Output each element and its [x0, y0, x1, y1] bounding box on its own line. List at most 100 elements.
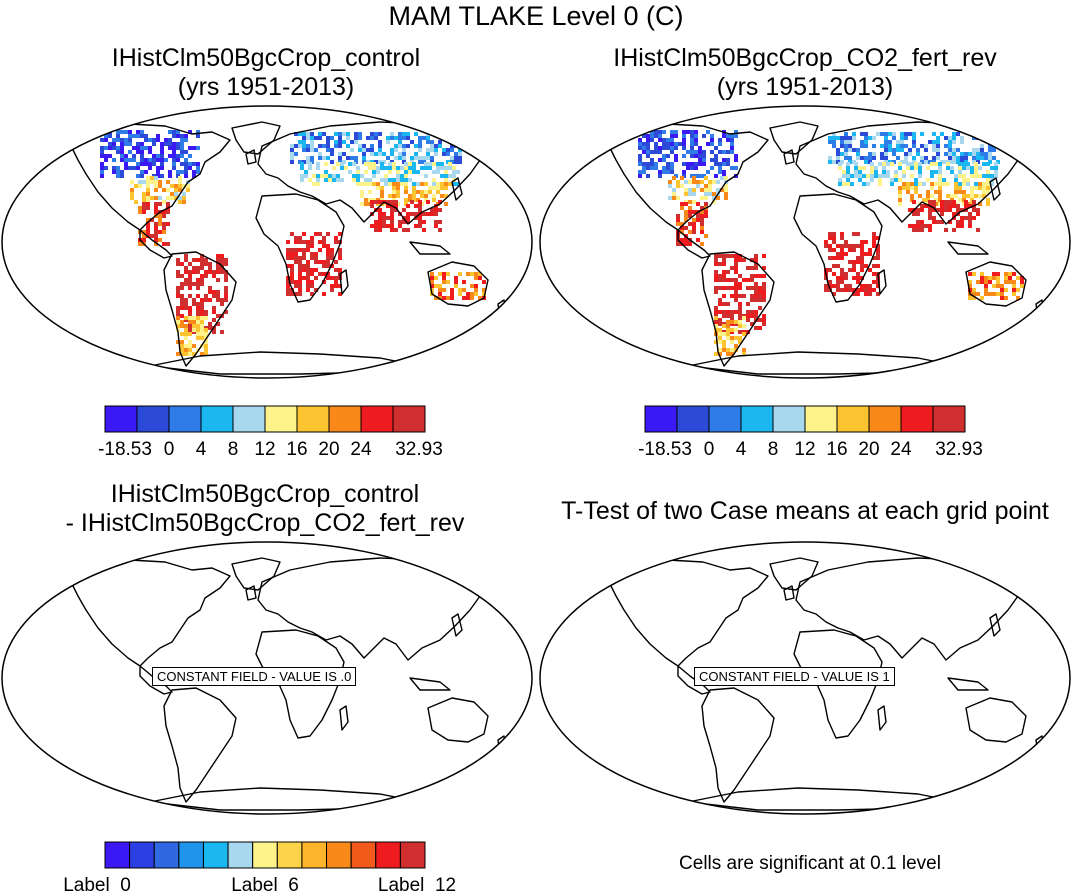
grid-cell — [316, 182, 320, 186]
grid-cell — [734, 154, 738, 158]
grid-cell — [314, 256, 318, 260]
grid-cell — [450, 148, 454, 152]
grid-cell — [196, 258, 200, 262]
grid-cell — [962, 178, 966, 182]
grid-cell — [224, 258, 228, 262]
grid-cell — [414, 156, 418, 160]
grid-cell — [294, 280, 298, 284]
grid-cell — [662, 146, 666, 150]
grid-cell — [192, 282, 196, 286]
grid-cell — [160, 162, 164, 166]
grid-cell — [870, 166, 874, 170]
grid-cell — [166, 222, 170, 226]
grid-cell — [338, 252, 342, 256]
grid-cell — [188, 320, 192, 324]
grid-cell — [898, 162, 902, 166]
grid-cell — [1016, 288, 1020, 292]
grid-cell — [212, 310, 216, 314]
grid-cell — [342, 132, 346, 136]
grid-cell — [880, 156, 884, 160]
grid-cell — [882, 162, 886, 166]
grid-cell — [654, 142, 658, 146]
grid-cell — [298, 292, 302, 296]
grid-cell — [860, 240, 864, 244]
grid-cell — [434, 284, 438, 288]
grid-cell — [322, 156, 326, 160]
grid-cell — [956, 224, 960, 228]
grid-cell — [378, 216, 382, 220]
grid-cell — [444, 170, 448, 174]
grid-cell — [418, 220, 422, 224]
grid-cell — [196, 166, 200, 170]
grid-cell — [100, 146, 104, 150]
grid-cell — [702, 150, 706, 154]
grid-cell — [128, 134, 132, 138]
mexico-cells — [676, 202, 708, 246]
panel-4-title: T-Test of two Case means at each grid po… — [538, 497, 1072, 526]
grid-cell — [908, 148, 912, 152]
grid-cell — [130, 180, 134, 184]
colorbar-swatch — [399, 841, 426, 869]
grid-cell — [160, 154, 164, 158]
grid-cell — [968, 284, 972, 288]
grid-cell — [864, 252, 868, 256]
grid-cell — [224, 274, 228, 278]
grid-cell — [326, 252, 330, 256]
grid-cell — [392, 190, 396, 194]
grid-cell — [734, 298, 738, 302]
grid-cell — [154, 196, 158, 200]
grid-cell — [858, 166, 862, 170]
grid-cell — [474, 288, 478, 292]
grid-cell — [742, 352, 746, 356]
grid-cell — [306, 156, 310, 160]
grid-cell — [838, 178, 842, 182]
grid-cell — [434, 152, 438, 156]
australia-cells — [968, 272, 1024, 300]
grid-cell — [424, 174, 428, 178]
grid-cell — [650, 158, 654, 162]
grid-cell — [188, 274, 192, 278]
grid-cell — [938, 166, 942, 170]
grid-cell — [860, 284, 864, 288]
grid-cell — [416, 190, 420, 194]
grid-cell — [294, 260, 298, 264]
grid-cell — [188, 316, 192, 320]
grid-cell — [876, 132, 880, 136]
grid-cell — [298, 248, 302, 252]
grid-cell — [124, 166, 128, 170]
grid-cell — [918, 162, 922, 166]
coastline-north-america — [69, 559, 231, 667]
grid-cell — [378, 148, 382, 152]
grid-cell — [944, 228, 948, 232]
grid-cell — [136, 166, 140, 170]
grid-cell — [722, 258, 726, 262]
grid-cell — [286, 252, 290, 256]
coastline-indonesia — [409, 677, 451, 691]
grid-cell — [204, 298, 208, 302]
grid-cell — [326, 276, 330, 280]
grid-cell — [722, 286, 726, 290]
grid-cell — [730, 254, 734, 258]
grid-cell — [378, 228, 382, 232]
grid-cell — [466, 272, 470, 276]
grid-cell — [452, 170, 456, 174]
grid-cell — [874, 166, 878, 170]
grid-cell — [890, 162, 894, 166]
grid-cell — [144, 146, 148, 150]
grid-cell — [992, 156, 996, 160]
grid-cell — [394, 204, 398, 208]
grid-cell — [738, 286, 742, 290]
grid-cell — [930, 170, 934, 174]
grid-cell — [670, 150, 674, 154]
grid-cell — [132, 158, 136, 162]
grid-cell — [176, 154, 180, 158]
grid-cell — [848, 284, 852, 288]
grid-cell — [408, 178, 412, 182]
grid-cell — [730, 278, 734, 282]
grid-cell — [192, 320, 196, 324]
grid-cell — [172, 142, 176, 146]
grid-cell — [216, 278, 220, 282]
grid-cell — [980, 276, 984, 280]
grid-cell — [286, 264, 290, 268]
constant-field-label-panel-3: CONSTANT FIELD - VALUE IS .0 — [152, 667, 357, 686]
